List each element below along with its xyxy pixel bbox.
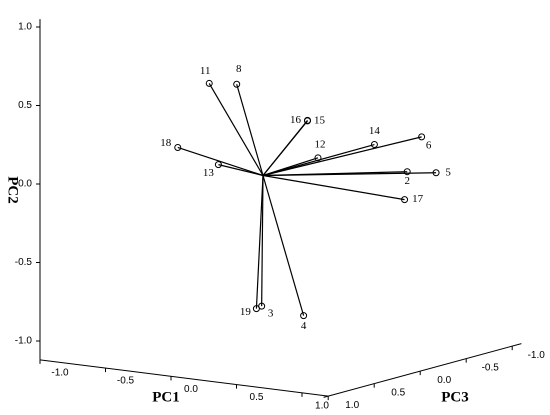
point-label: 17 xyxy=(412,193,424,205)
loading-vector xyxy=(261,175,264,307)
x-tick-label: 0.0 xyxy=(184,384,198,395)
point-label: 2 xyxy=(404,175,410,187)
point-label: 8 xyxy=(236,63,242,75)
x-tick-label: -0.5 xyxy=(117,376,135,387)
loading-vector xyxy=(262,171,408,177)
point-label: 12 xyxy=(314,138,325,150)
loading-vector xyxy=(262,120,308,176)
loading-vector xyxy=(236,84,264,176)
x-tick-label: -1.0 xyxy=(51,367,69,378)
y-tick-label: 1.0 xyxy=(18,22,32,33)
x-axis-title: PC1 xyxy=(152,389,180,405)
z-tick-label: 0.5 xyxy=(391,387,405,398)
point-label: 18 xyxy=(160,137,172,149)
loading-vector xyxy=(262,175,305,316)
point-label: 4 xyxy=(301,320,307,332)
z-tick-label: 0.0 xyxy=(437,375,451,386)
loading-vector xyxy=(208,83,264,176)
z-tick-label: 1.0 xyxy=(345,400,359,411)
point-label: 13 xyxy=(203,167,215,179)
loading-point xyxy=(214,161,222,169)
loading-point xyxy=(403,168,411,176)
y-tick-label: -0.5 xyxy=(15,257,33,268)
loading-point xyxy=(258,302,266,310)
point-label: 11 xyxy=(200,65,211,77)
point-label: 14 xyxy=(369,125,381,137)
point-label: 3 xyxy=(268,308,274,320)
z-tick-label: -0.5 xyxy=(482,362,500,373)
point-label: 6 xyxy=(426,139,432,151)
loading-vector xyxy=(218,164,264,177)
z-axis-title: PC3 xyxy=(441,389,469,405)
loading-vector xyxy=(262,136,422,177)
x-tick-label: 0.5 xyxy=(250,392,264,403)
loading-point xyxy=(432,169,440,177)
point-label: 19 xyxy=(240,306,252,318)
x-axis-line xyxy=(39,359,329,397)
z-axis-line xyxy=(323,343,522,398)
loading-point xyxy=(205,79,213,87)
loading-vector xyxy=(262,143,375,177)
y-tick-label: 0.0 xyxy=(18,179,32,190)
y-tick-label: -1.0 xyxy=(15,336,33,347)
z-tick-label: -1.0 xyxy=(528,350,546,361)
loading-point xyxy=(303,117,311,125)
point-label: 16 xyxy=(290,114,302,126)
loading-vector xyxy=(262,174,405,201)
y-tick-label: 0.5 xyxy=(18,100,32,111)
loading-point xyxy=(174,143,182,151)
loading-point xyxy=(233,80,241,88)
x-tick-label: 1.0 xyxy=(315,400,329,411)
loading-point xyxy=(401,196,409,204)
loading-vector xyxy=(177,146,264,177)
loading-point xyxy=(300,312,308,320)
loading-point xyxy=(418,133,426,141)
point-label: 5 xyxy=(445,166,451,178)
loading-point xyxy=(370,141,378,149)
point-label: 15 xyxy=(314,114,326,126)
loading-vector xyxy=(255,175,264,309)
y-axis-title: PC2 xyxy=(5,176,21,204)
